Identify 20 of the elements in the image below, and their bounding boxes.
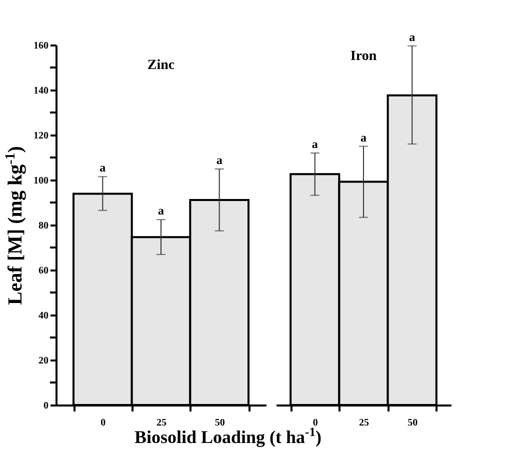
y-tick-label: 120: [34, 130, 48, 142]
y-tick-label: 100: [34, 176, 48, 186]
x-tick-label: 25: [359, 418, 369, 428]
x-tick-label: 0: [100, 418, 106, 428]
y-tick-label: 0: [44, 400, 48, 412]
x-tick-label: 50: [408, 418, 418, 428]
annotation: a: [360, 130, 366, 144]
annotation: a: [216, 152, 222, 167]
y-tick-label: 160: [34, 40, 48, 52]
y-tick-label: 60: [38, 266, 48, 276]
y-tick-label: 40: [38, 310, 48, 322]
y-tick-label: 20: [38, 356, 48, 366]
annotation: a: [409, 30, 416, 44]
y-tick-label: 80: [38, 220, 48, 232]
y-tick-label: 140: [34, 86, 48, 96]
annotation: a: [100, 160, 106, 175]
chart-title: Iron: [350, 48, 377, 64]
annotation: a: [158, 204, 164, 218]
text: Zinc: [147, 58, 175, 73]
annotation: a: [312, 137, 318, 151]
